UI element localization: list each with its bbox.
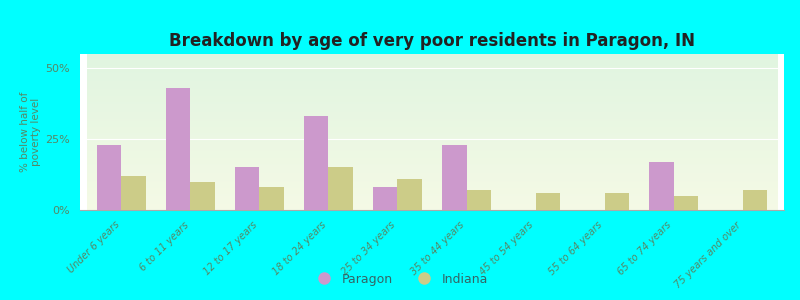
Bar: [98, 145, 122, 210]
Bar: [166, 88, 190, 210]
Bar: [329, 167, 353, 210]
Bar: [605, 193, 629, 210]
Bar: [442, 145, 466, 210]
Bar: [742, 190, 766, 210]
Bar: [304, 116, 329, 210]
Bar: [259, 187, 284, 210]
Legend: Paragon, Indiana: Paragon, Indiana: [307, 268, 493, 291]
Bar: [374, 187, 398, 210]
Bar: [466, 190, 490, 210]
Title: Breakdown by age of very poor residents in Paragon, IN: Breakdown by age of very poor residents …: [169, 32, 695, 50]
Bar: [650, 162, 674, 210]
Bar: [674, 196, 698, 210]
Bar: [190, 182, 214, 210]
Bar: [398, 179, 422, 210]
Y-axis label: % below half of
poverty level: % below half of poverty level: [20, 92, 42, 172]
Bar: [235, 167, 259, 210]
Bar: [535, 193, 560, 210]
Bar: [122, 176, 146, 210]
